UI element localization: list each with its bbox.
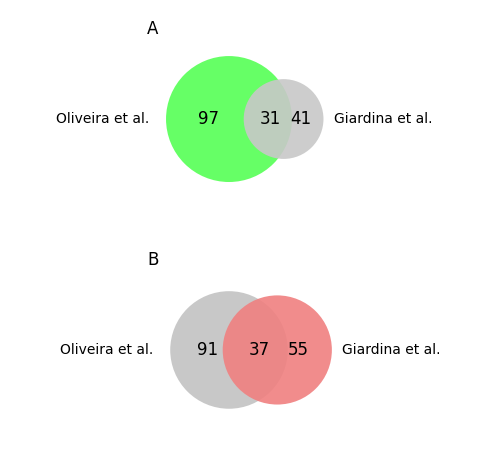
Text: 55: 55 [288, 341, 309, 359]
Circle shape [166, 56, 292, 182]
Text: Giardina et al.: Giardina et al. [334, 112, 432, 126]
Text: 41: 41 [290, 110, 311, 128]
Text: Oliveira et al.: Oliveira et al. [60, 343, 154, 357]
Text: 97: 97 [198, 110, 218, 128]
Text: B: B [147, 251, 158, 269]
Text: Oliveira et al.: Oliveira et al. [56, 112, 149, 126]
Text: 91: 91 [198, 341, 218, 359]
Text: 31: 31 [260, 110, 280, 128]
Circle shape [244, 79, 324, 159]
Text: A: A [147, 20, 158, 38]
Circle shape [170, 291, 288, 409]
Circle shape [222, 295, 332, 405]
Text: 37: 37 [249, 341, 270, 359]
Text: Giardina et al.: Giardina et al. [342, 343, 441, 357]
